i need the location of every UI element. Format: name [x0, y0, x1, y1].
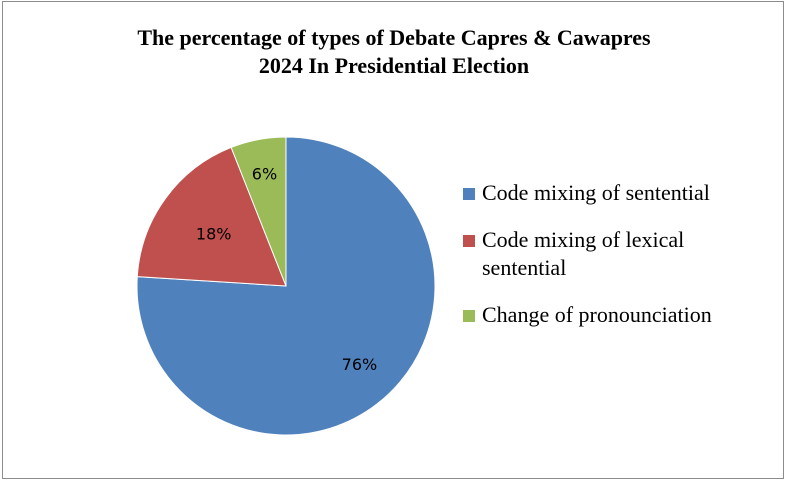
legend-swatch-pronounciation — [463, 310, 475, 322]
legend-label-lexical-sentential: Code mixing of lexical sentential — [482, 227, 685, 280]
legend-label-pronounciation: Change of pronounciation — [482, 302, 712, 327]
data-label-lexical-sentential: 18% — [196, 224, 232, 243]
legend-swatch-lexical-sentential — [463, 235, 475, 247]
chart-title: The percentage of types of Debate Capres… — [3, 24, 785, 80]
data-label-sentential: 76% — [342, 355, 378, 374]
legend-item-lexical-sentential: Code mixing of lexical sentential — [463, 226, 783, 282]
data-label-pronounciation: 6% — [252, 164, 277, 183]
legend-item-pronounciation: Change of pronounciation — [463, 301, 783, 329]
chart-title-line-1: The percentage of types of Debate Capres… — [137, 25, 651, 50]
legend-item-sentential: Code mixing of sentential — [463, 179, 783, 207]
legend-swatch-sentential — [463, 188, 475, 200]
slice-pronounciation — [230, 136, 287, 287]
slice-lexical-sentential — [136, 146, 287, 287]
legend-label-sentential: Code mixing of sentential — [482, 180, 710, 205]
legend: Code mixing of sentential Code mixing of… — [463, 179, 783, 348]
pie-chart: 76% 18% 6% — [136, 136, 436, 436]
chart-title-line-2: 2024 In Presidential Election — [258, 53, 530, 78]
